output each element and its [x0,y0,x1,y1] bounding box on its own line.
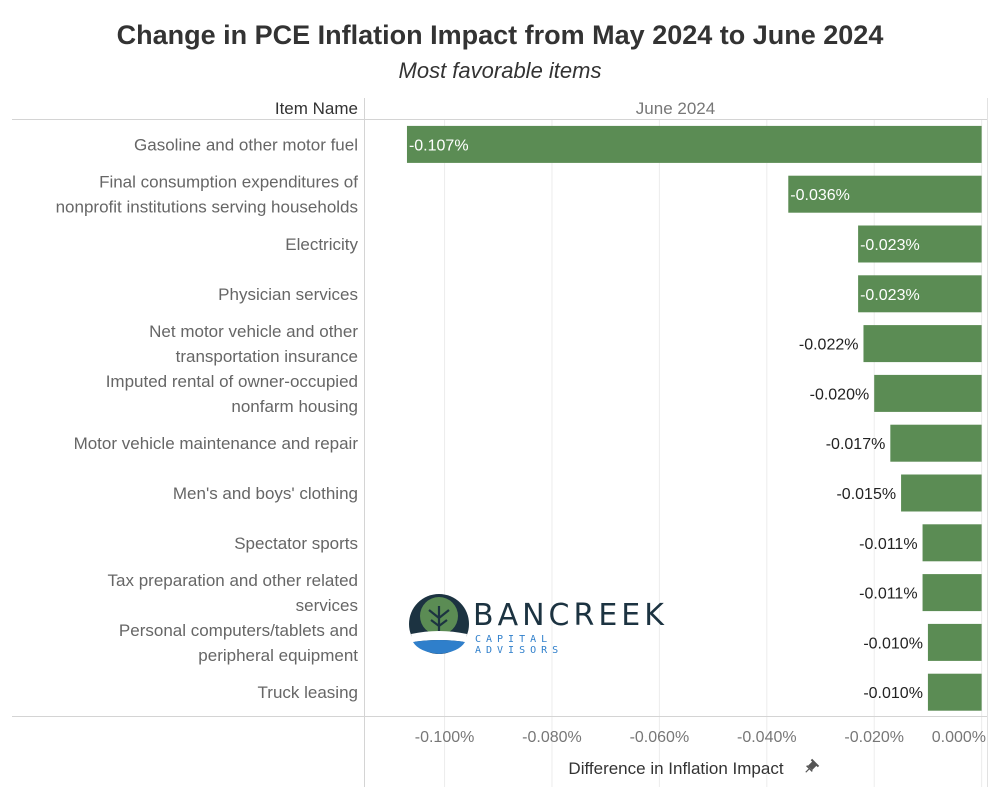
category-label-line: Net motor vehicle and other [149,322,358,341]
value-label: -0.011% [859,536,917,553]
category-label-line: Tax preparation and other related [108,571,358,590]
value-label: -0.020% [810,386,870,403]
value-label: -0.023% [860,287,920,304]
category-label-line: Physician services [218,285,358,304]
category-label-line: transportation insurance [176,347,358,366]
category-label: Truck leasing [258,683,358,702]
bar[interactable] [922,574,982,612]
item-name-column-header: Item Name [274,99,358,118]
value-label: -0.011% [859,586,917,603]
category-labels: Gasoline and other motor fuel Final consu… [56,135,359,702]
bar[interactable] [901,474,982,512]
bar[interactable] [927,623,982,661]
category-label-line: Personal computers/tablets and [119,621,358,640]
category-label-line: Spectator sports [234,534,358,553]
pin-icon[interactable] [802,758,820,776]
category-label: Tax preparation and other related service… [108,571,358,615]
chart-title: Change in PCE Inflation Impact from May … [116,20,884,50]
chart-subtitle: Most favorable items [398,58,602,83]
logo-tagline: CAPITAL ADVISORS [475,634,564,656]
value-label: -0.022% [799,337,859,354]
x-tick-label: -0.060% [630,729,690,746]
category-label: Men's and boys' clothing [173,484,358,503]
bar[interactable] [858,225,982,263]
value-label: -0.010% [863,685,923,702]
value-label: -0.017% [826,436,886,453]
value-label: -0.023% [860,237,920,254]
chart-frame [12,98,988,787]
bancreek-logo: BANCREEK CAPITAL ADVISORS [407,592,664,656]
category-label: Personal computers/tablets and peripheral… [119,621,358,665]
bar[interactable] [406,125,982,163]
category-label-line: nonprofit institutions serving household… [56,198,358,217]
bar[interactable] [863,325,982,363]
category-label-line: Men's and boys' clothing [173,484,358,503]
category-label: Electricity [285,235,358,254]
category-label-line: Imputed rental of owner-occupied [106,372,358,391]
x-tick-label: -0.080% [522,729,582,746]
bar[interactable] [858,275,982,313]
category-label: Net motor vehicle and other transportatio… [149,322,358,366]
bar[interactable] [874,374,982,412]
category-label: Spectator sports [234,534,358,553]
category-label-line: Final consumption expenditures of [99,173,358,192]
category-label: Physician services [218,285,358,304]
bar[interactable] [890,424,982,462]
category-label-line: nonfarm housing [231,397,358,416]
value-label: -0.015% [836,486,896,503]
category-label-line: services [296,596,358,615]
category-label-line: Truck leasing [258,683,358,702]
category-label-line: Motor vehicle maintenance and repair [74,434,359,453]
value-labels: -0.107% -0.036% -0.023% -0.023% -0.022% -0.02… [409,137,923,702]
x-tick-label: 0.000% [932,729,986,746]
x-tick-label: -0.040% [737,729,797,746]
category-label: Gasoline and other motor fuel [134,135,358,154]
x-axis-title: Difference in Inflation Impact [568,759,783,778]
value-label: -0.107% [409,137,469,154]
bar[interactable] [927,673,982,711]
category-label-line: Electricity [285,235,358,254]
bar[interactable] [788,175,982,213]
value-label: -0.036% [790,187,850,204]
category-label-line: Gasoline and other motor fuel [134,135,358,154]
x-tick-label: -0.020% [844,729,904,746]
logo-name: BANCREEK [473,598,668,633]
x-tick-label: -0.100% [415,729,475,746]
bar-series [406,125,982,711]
tree-over-water-icon [409,594,469,654]
category-label: Motor vehicle maintenance and repair [74,434,359,453]
value-label: -0.010% [863,635,923,652]
category-label: Final consumption expenditures of nonprof… [56,173,359,217]
category-label-line: peripheral equipment [198,646,358,665]
x-axis-ticks: -0.100% -0.080% -0.060% -0.040% -0.020% 0.000… [415,729,986,746]
bar[interactable] [922,524,982,562]
category-label: Imputed rental of owner-occupied nonfarm … [106,372,358,416]
june-2024-column-header: June 2024 [635,99,716,118]
